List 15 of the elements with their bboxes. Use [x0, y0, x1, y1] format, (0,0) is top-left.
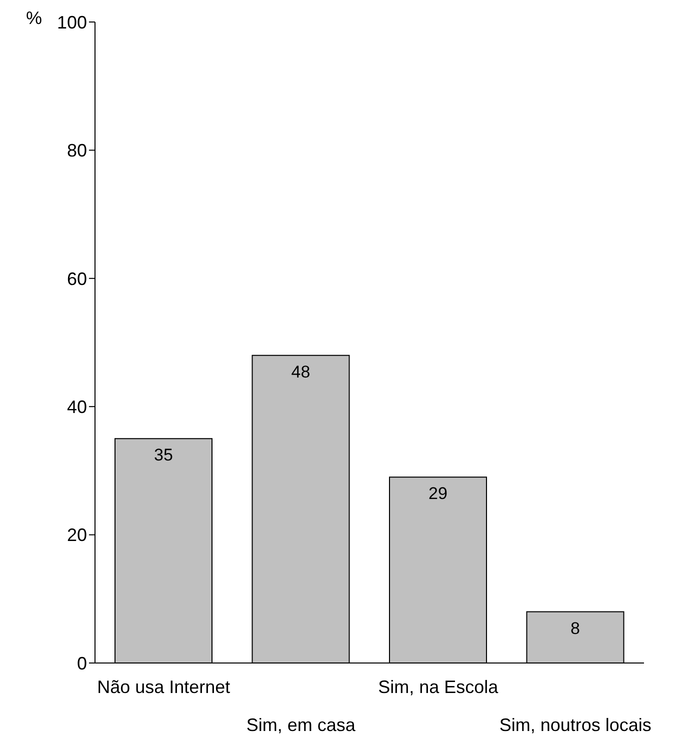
- y-tick-label: 60: [66, 268, 87, 289]
- x-tick-label: Sim, em casa: [246, 715, 356, 735]
- x-tick-label: Sim, na Escola: [378, 677, 500, 697]
- y-tick-label: 0: [76, 653, 87, 674]
- x-tick-label: Não usa Internet: [97, 677, 230, 697]
- data-label: 35: [154, 446, 173, 465]
- y-tick-label: 40: [66, 396, 87, 417]
- x-tick-label: Sim, noutros locais: [499, 715, 652, 735]
- data-label: 29: [428, 484, 448, 504]
- y-tick-label: 80: [66, 140, 87, 161]
- data-label: 8: [570, 618, 580, 638]
- data-label: 48: [291, 362, 310, 382]
- y-axis-title: %: [26, 8, 42, 28]
- y-tick-label: 100: [56, 12, 87, 32]
- y-tick-label: 20: [66, 525, 87, 546]
